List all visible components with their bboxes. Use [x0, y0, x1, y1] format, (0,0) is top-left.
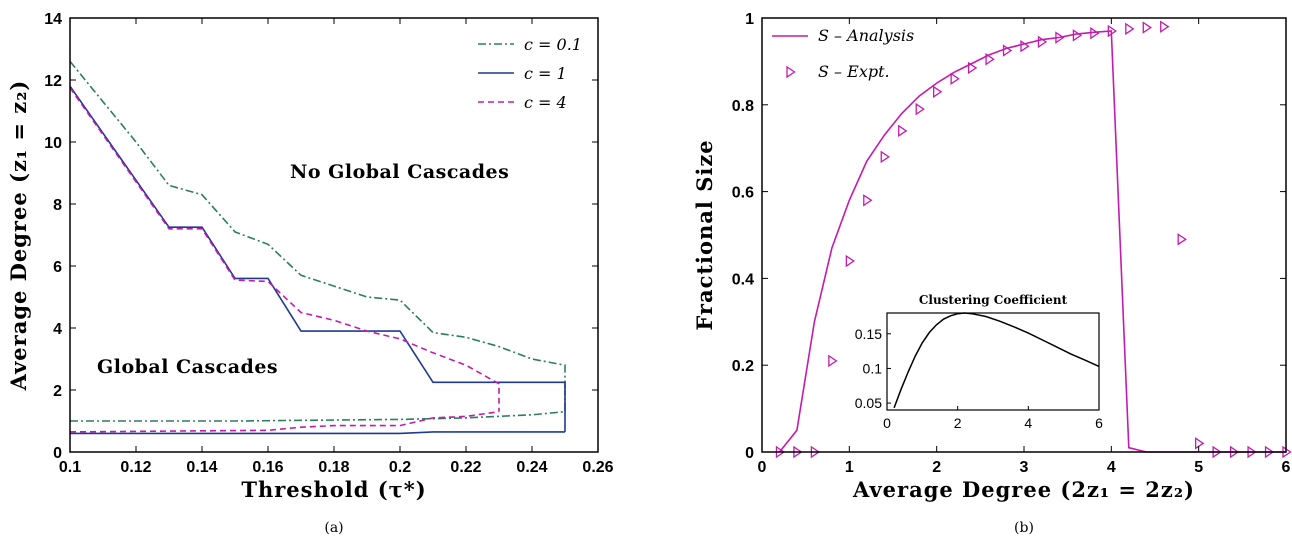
panel-a-region-cascades: Global Cascades — [97, 356, 278, 378]
panel-a: 0.1 0.12 0.14 0.16 0.18 0.2 0.22 0.24 0.26 0 2 4 6 8 1… — [6, 11, 614, 536]
y-tick-label: 1 — [745, 11, 754, 28]
data-point-marker — [1195, 437, 1205, 450]
x-tick-label: 0.1 — [59, 459, 81, 476]
legend-label: S – Analysis — [818, 26, 914, 45]
inset-title: Clustering Coefficient — [919, 293, 1068, 307]
y-tick-label: 0.4 — [732, 271, 754, 288]
panel-a-caption: (a) — [324, 520, 343, 536]
legend-label: c = 1 — [524, 64, 567, 83]
data-point-marker — [845, 254, 856, 268]
x-tick-label: 0.16 — [252, 459, 283, 476]
x-tick-label: 2 — [932, 459, 941, 476]
data-point-marker — [828, 354, 838, 368]
y-tick-label: 0.6 — [732, 185, 754, 202]
panel-b-legend: S – Analysis S – Expt. — [772, 26, 914, 81]
series-line-1-lower — [70, 431, 565, 435]
panel-a-ylabel: Average Degree (z₁ = z₂) — [6, 80, 31, 392]
inset-axes-box — [886, 312, 1100, 411]
data-point-marker — [915, 102, 925, 116]
inset-y-tick-label: 0.1 — [863, 360, 883, 376]
x-tick-label: 0.18 — [318, 459, 349, 476]
x-tick-label: 1 — [845, 459, 854, 476]
inset-series-line — [893, 312, 1100, 409]
data-point-marker — [1020, 39, 1030, 53]
inset-y-tick-label: 0.15 — [855, 326, 882, 342]
data-point-marker — [985, 53, 995, 66]
data-point-marker — [1002, 44, 1013, 57]
x-tick-label: 0.26 — [582, 459, 613, 476]
inset-y-tick-label: 0.05 — [855, 395, 882, 411]
series-line-2-upper — [69, 87, 500, 412]
y-tick-label: 10 — [44, 135, 62, 152]
data-point-marker — [933, 85, 943, 98]
series-line-0 — [778, 30, 1286, 453]
inset-x-tick-label: 4 — [1024, 415, 1032, 431]
data-point-marker — [1160, 20, 1170, 33]
data-point-marker — [1090, 26, 1100, 40]
panel-a-axes-box — [69, 17, 599, 453]
legend-label: S – Expt. — [818, 62, 890, 81]
y-tick-label: 6 — [53, 259, 62, 276]
y-tick-label: 8 — [53, 197, 62, 214]
legend-swatch — [786, 65, 796, 79]
panel-a-region-no-cascades: No Global Cascades — [290, 161, 509, 183]
panel-a-legend: c = 0.1 c = 1 c = 4 — [478, 35, 582, 112]
x-tick-label: 0 — [758, 459, 767, 476]
x-tick-label: 0.22 — [450, 459, 481, 476]
data-point-marker — [898, 124, 908, 138]
x-tick-label: 3 — [1020, 459, 1029, 476]
data-point-marker — [1107, 24, 1118, 38]
y-tick-label: 14 — [44, 11, 62, 28]
panel-b: 0 1 2 3 4 5 6 0 0.2 0.4 0.6 0.8 1 S – Analysis S – Ex… — [692, 11, 1292, 536]
x-tick-label: 0.12 — [120, 459, 151, 476]
panel-b-caption: (b) — [1014, 520, 1034, 536]
y-tick-label: 0.8 — [732, 98, 754, 115]
data-point-marker — [1177, 233, 1187, 246]
x-tick-label: 0.14 — [186, 459, 217, 476]
data-point-marker — [967, 61, 978, 75]
data-point-marker — [1072, 29, 1083, 42]
inset-x-tick-label: 0 — [883, 415, 891, 431]
y-tick-label: 0 — [53, 445, 62, 462]
data-point-marker — [1037, 35, 1048, 49]
data-point-marker — [1055, 31, 1065, 44]
data-point-marker — [880, 150, 890, 164]
series-line-0-upper — [69, 60, 566, 390]
data-point-marker — [1142, 21, 1152, 34]
data-point-marker — [950, 72, 960, 85]
data-point-marker — [1125, 22, 1135, 36]
y-tick-label: 0.2 — [732, 358, 754, 375]
panel-b-xlabel: Average Degree (2z₁ = 2z₂) — [852, 477, 1195, 502]
inset-x-tick-label: 2 — [954, 415, 962, 431]
x-tick-label: 0.24 — [516, 459, 547, 476]
panel-a-xlabel: Threshold (τ*) — [241, 477, 426, 502]
panel-b-ylabel: Fractional Size — [692, 139, 717, 330]
x-tick-label: 5 — [1194, 459, 1203, 476]
x-tick-label: 4 — [1107, 459, 1116, 476]
inset-x-tick-label: 6 — [1095, 415, 1103, 431]
panel-b-inset: 0 2 4 6 0.05 0.1 0.15 Clustering Coefficient — [855, 293, 1103, 431]
y-tick-label: 2 — [53, 383, 62, 400]
x-tick-label: 0.2 — [389, 459, 411, 476]
x-tick-label: 6 — [1282, 459, 1291, 476]
y-tick-label: 4 — [53, 321, 62, 338]
legend-label: c = 0.1 — [524, 35, 582, 54]
legend-label: c = 4 — [524, 93, 567, 112]
data-point-marker — [863, 194, 873, 207]
series-line-1-upper — [69, 85, 566, 432]
y-tick-label: 12 — [44, 73, 62, 90]
series-line-0-lower — [70, 390, 566, 422]
y-tick-label: 0 — [745, 445, 754, 462]
